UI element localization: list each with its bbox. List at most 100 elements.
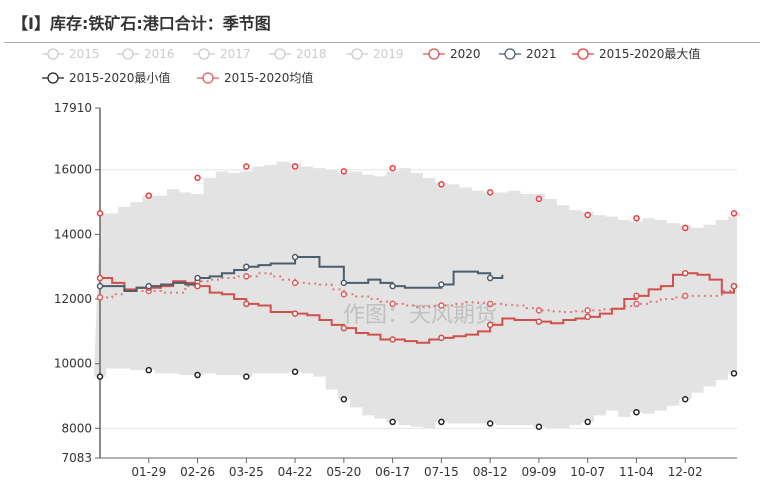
legend-item-2021[interactable]: 2021 xyxy=(526,47,557,61)
legend-marker-icon xyxy=(122,48,134,60)
title-divider xyxy=(4,42,760,43)
x-tick-label: 10-07 xyxy=(570,465,605,479)
avg-point xyxy=(438,302,445,309)
min-point xyxy=(486,420,494,427)
2021-point xyxy=(340,279,348,287)
min-point xyxy=(389,418,396,426)
min-point xyxy=(584,418,591,426)
2021-point xyxy=(438,281,445,288)
max-point xyxy=(389,164,396,172)
avg-point xyxy=(96,294,104,301)
min-point xyxy=(96,373,104,380)
2021-point xyxy=(389,282,396,290)
min-point xyxy=(438,418,445,426)
legend-marker-icon xyxy=(47,48,59,60)
min-point xyxy=(633,408,640,416)
y-tick-label: 10000 xyxy=(54,357,92,371)
2020-point xyxy=(486,321,494,329)
2021-point xyxy=(145,282,153,290)
chart-title: 【I】库存:铁矿石:港口合计：季节图 xyxy=(12,14,271,33)
max-point xyxy=(96,210,104,217)
legend-item-2018[interactable]: 2018 xyxy=(296,47,327,61)
2020-point xyxy=(730,282,738,290)
legend-item-2016[interactable]: 2016 xyxy=(144,47,175,61)
min-point xyxy=(194,371,201,379)
2020-point xyxy=(243,300,250,308)
x-tick-label: 11-04 xyxy=(619,465,654,479)
2020-point xyxy=(584,313,591,321)
legend-marker-icon xyxy=(198,48,210,60)
y-tick-label: 16000 xyxy=(54,163,92,177)
min-point xyxy=(291,368,299,376)
max-point xyxy=(145,192,153,199)
legend-marker-icon xyxy=(202,72,214,84)
avg-point xyxy=(291,279,299,287)
x-tick-label: 04-22 xyxy=(278,465,313,479)
legend-item-2017[interactable]: 2017 xyxy=(220,47,251,61)
avg-point xyxy=(633,300,640,308)
y-tick-label: 17910 xyxy=(54,101,92,115)
legend-marker-icon xyxy=(428,48,440,60)
legend-item-2015-2020最小值[interactable]: 2015-2020最小值 xyxy=(69,70,170,85)
2020-point xyxy=(438,334,445,342)
min-point xyxy=(730,370,738,377)
min-point xyxy=(340,396,348,403)
max-point xyxy=(194,174,201,182)
avg-point xyxy=(486,300,494,308)
legend-marker-icon xyxy=(47,72,59,84)
x-tick-label: 09-09 xyxy=(521,465,556,479)
2020-point xyxy=(96,274,104,282)
legend-marker-icon xyxy=(504,48,516,60)
2021-point xyxy=(291,253,299,261)
x-tick-label: 06-17 xyxy=(375,465,410,479)
max-min-band xyxy=(94,161,740,429)
max-point xyxy=(291,163,299,170)
y-tick-label: 8000 xyxy=(61,421,92,435)
2021-point xyxy=(243,263,250,270)
2021-point xyxy=(486,274,494,282)
legend-marker-icon xyxy=(577,48,589,60)
x-tick-label: 07-15 xyxy=(424,465,459,479)
legend-item-2015[interactable]: 2015 xyxy=(69,47,100,61)
y-tick-label: 14000 xyxy=(54,227,92,241)
max-point xyxy=(633,214,640,222)
min-point xyxy=(535,423,543,430)
max-point xyxy=(730,210,738,217)
max-point xyxy=(584,211,591,219)
x-tick-label: 12-02 xyxy=(668,465,703,479)
2020-point xyxy=(681,269,689,277)
y-tick-label: 12000 xyxy=(54,292,92,306)
max-point xyxy=(243,163,250,170)
2020-point xyxy=(633,292,640,300)
x-tick-label: 08-12 xyxy=(473,465,508,479)
avg-point xyxy=(681,292,689,300)
avg-point xyxy=(584,307,591,314)
2021-point xyxy=(194,274,201,282)
legend-marker-icon xyxy=(274,48,286,60)
avg-point xyxy=(389,300,396,308)
min-point xyxy=(145,366,153,374)
2020-point xyxy=(194,282,201,290)
x-tick-label: 01-29 xyxy=(131,465,166,479)
x-tick-label: 02-26 xyxy=(180,465,215,479)
avg-point xyxy=(340,290,348,298)
max-point xyxy=(486,189,494,196)
legend-item-2020[interactable]: 2020 xyxy=(450,47,481,61)
avg-point xyxy=(535,307,543,314)
2021-point xyxy=(96,282,104,290)
series-avg-line xyxy=(100,272,735,313)
max-point xyxy=(438,181,445,188)
min-point xyxy=(243,373,250,380)
legend-marker-icon xyxy=(351,48,363,60)
legend-item-2015-2020最大值[interactable]: 2015-2020最大值 xyxy=(599,46,700,61)
x-tick-label: 05-20 xyxy=(326,465,361,479)
watermark: 作图：天风期货 xyxy=(343,303,497,328)
2020-point xyxy=(291,310,299,317)
legend-item-2015-2020均值[interactable]: 2015-2020均值 xyxy=(224,70,313,85)
min-point xyxy=(681,396,689,403)
2020-point xyxy=(340,324,348,332)
max-point xyxy=(340,168,348,175)
legend-item-2019[interactable]: 2019 xyxy=(373,47,404,61)
